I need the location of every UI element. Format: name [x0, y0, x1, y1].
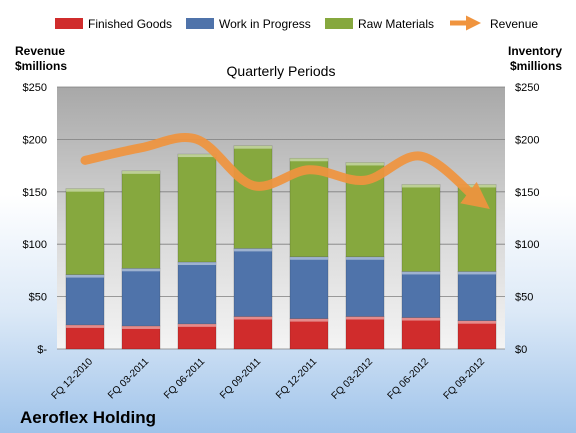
x-tick-label: FQ 09-2011: [218, 356, 263, 401]
right-tick-label: $200: [515, 134, 539, 146]
bar-finished-goods-fq-09-2011: [233, 316, 273, 350]
x-tick-label: FQ 06-2011: [162, 356, 207, 401]
left-tick-label: $100: [23, 239, 47, 251]
bar-highlight-work-in-progress-fq-03-2012: [345, 256, 385, 260]
bar-finished-goods-fq-12-2011: [289, 318, 329, 350]
bar-work-in-progress-fq-12-2011: [289, 256, 329, 319]
bar-highlight-finished-goods-fq-09-2011: [233, 316, 273, 320]
x-tick-label: FQ 12-2010: [50, 356, 96, 402]
right-axis-label-line1: Inventory: [508, 44, 562, 58]
bar-highlight-work-in-progress-fq-06-2012: [401, 271, 441, 275]
bar-highlight-work-in-progress-fq-06-2011: [177, 262, 217, 266]
revenue-line-group: [80, 133, 490, 210]
bar-highlight-raw-materials-fq-12-2011: [289, 158, 329, 162]
left-axis-ticks: $- $50 $100 $150 $200 $250: [23, 82, 48, 356]
bar-finished-goods-fq-06-2012: [401, 317, 441, 350]
right-tick-label: $0: [515, 344, 527, 356]
left-tick-label: $-: [37, 344, 47, 356]
right-tick-label: $100: [515, 239, 539, 251]
left-axis-label-line2: $millions: [15, 59, 67, 73]
bar-work-in-progress-fq-12-2010: [65, 274, 105, 326]
bar-highlight-raw-materials-fq-12-2010: [65, 188, 105, 192]
revenue-line: [80, 133, 490, 210]
legend-label-work-in-progress: Work in Progress: [219, 17, 311, 31]
bar-highlight-raw-materials-fq-06-2012: [401, 184, 441, 188]
bar-highlight-work-in-progress-fq-03-2011: [121, 268, 161, 272]
right-axis-label-line2: $millions: [510, 59, 562, 73]
bar-raw-materials-fq-06-2012: [401, 184, 441, 272]
x-tick-label: FQ 03-2011: [106, 356, 151, 401]
legend-label-finished-goods: Finished Goods: [88, 17, 172, 31]
bar-highlight-finished-goods-fq-06-2011: [177, 323, 217, 327]
bar-highlight-finished-goods-fq-09-2012: [457, 320, 497, 324]
left-tick-label: $200: [23, 134, 47, 146]
bar-highlight-finished-goods-fq-12-2011: [289, 318, 329, 322]
company-name: Aeroflex Holding: [20, 408, 156, 427]
bar-highlight-finished-goods-fq-03-2011: [121, 325, 161, 329]
left-axis-label-line1: Revenue: [15, 44, 65, 58]
bar-raw-materials-fq-12-2010: [65, 188, 105, 275]
bar-highlight-finished-goods-fq-06-2012: [401, 317, 441, 321]
bar-raw-materials-fq-06-2011: [177, 153, 217, 263]
bar-work-in-progress-fq-06-2011: [177, 261, 217, 325]
bar-highlight-raw-materials-fq-09-2011: [233, 145, 273, 149]
left-tick-label: $50: [29, 292, 47, 304]
legend-label-raw-materials: Raw Materials: [358, 17, 434, 31]
bar-raw-materials-fq-03-2011: [121, 170, 161, 269]
bar-highlight-raw-materials-fq-03-2011: [121, 170, 161, 174]
x-tick-label: FQ 09-2012: [442, 356, 488, 402]
bar-work-in-progress-fq-09-2011: [233, 248, 273, 317]
right-tick-label: $150: [515, 187, 539, 199]
bar-highlight-finished-goods-fq-03-2012: [345, 316, 385, 320]
bar-highlight-work-in-progress-fq-09-2012: [457, 271, 497, 275]
legend: Finished Goods Work in Progress Raw Mate…: [55, 15, 538, 31]
right-tick-label: $50: [515, 292, 533, 304]
bar-work-in-progress-fq-09-2012: [457, 271, 497, 322]
bar-finished-goods-fq-09-2012: [457, 320, 497, 350]
bar-highlight-raw-materials-fq-06-2011: [177, 154, 217, 158]
bar-highlight-work-in-progress-fq-09-2011: [233, 248, 273, 252]
legend-label-revenue: Revenue: [490, 17, 538, 31]
x-tick-label: FQ 06-2012: [386, 356, 432, 402]
legend-swatch-raw-materials: [325, 18, 353, 29]
left-tick-label: $150: [23, 187, 47, 199]
bar-raw-materials-fq-09-2011: [233, 145, 273, 249]
bar-highlight-finished-goods-fq-12-2010: [65, 324, 105, 328]
bar-finished-goods-fq-06-2011: [177, 323, 217, 350]
right-tick-label: $250: [515, 82, 539, 94]
bar-work-in-progress-fq-06-2012: [401, 271, 441, 318]
bar-work-in-progress-fq-03-2011: [121, 268, 161, 327]
left-tick-label: $250: [23, 82, 47, 94]
legend-swatch-work-in-progress: [186, 18, 214, 29]
right-axis-ticks: $0 $50 $100 $150 $200 $250: [515, 82, 539, 356]
x-axis-ticks: FQ 12-2010 FQ 03-2011 FQ 06-2011 FQ 09-2011…: [50, 356, 488, 402]
bar-highlight-work-in-progress-fq-12-2011: [289, 256, 329, 260]
bar-highlight-work-in-progress-fq-12-2010: [65, 274, 105, 278]
x-tick-label: FQ 03-2012: [330, 356, 376, 402]
x-tick-label: FQ 12-2011: [274, 356, 319, 401]
bar-finished-goods-fq-12-2010: [65, 324, 105, 350]
bar-finished-goods-fq-03-2012: [345, 316, 385, 350]
legend-swatch-finished-goods: [55, 18, 83, 29]
chart-title: Quarterly Periods: [227, 63, 336, 79]
bar-work-in-progress-fq-03-2012: [345, 256, 385, 317]
bar-highlight-raw-materials-fq-03-2012: [345, 162, 385, 166]
bar-finished-goods-fq-03-2011: [121, 325, 161, 350]
